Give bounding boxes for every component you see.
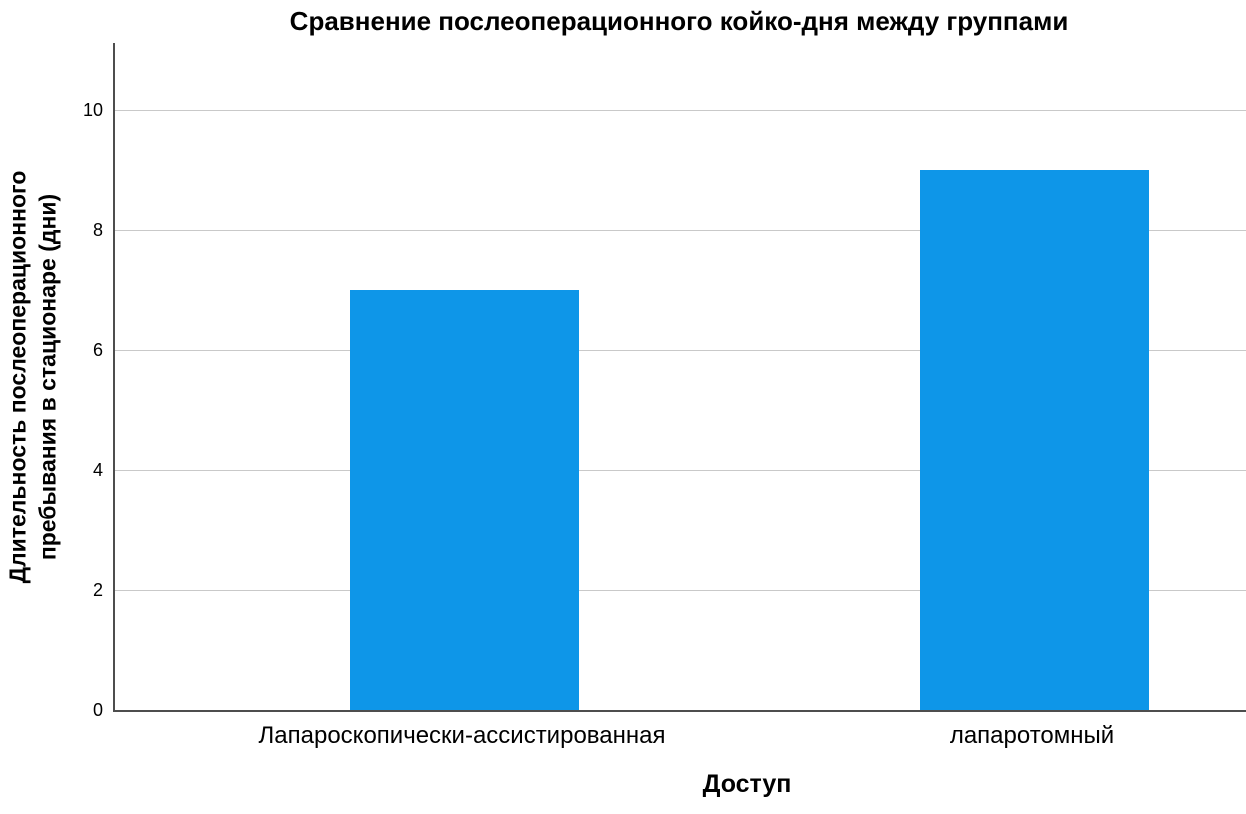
x-category-label: Лапароскопически-ассистированная — [258, 722, 666, 749]
chart-title: Сравнение послеоперационного койко-дня м… — [289, 6, 1069, 36]
x-axis-title: Доступ — [702, 770, 792, 798]
y-tick-label: 6 — [92, 340, 103, 360]
y-tick-label: 2 — [92, 580, 103, 600]
bar — [349, 290, 579, 710]
gridline-y-6 — [115, 350, 1246, 351]
y-axis-title: Длительность послеоперационного пребыван… — [4, 170, 61, 584]
y-tick-label: 10 — [82, 100, 103, 120]
plot-area — [113, 43, 1246, 712]
gridline-y-8 — [115, 230, 1246, 231]
y-tick-label: 8 — [92, 220, 103, 240]
gridline-y-2 — [115, 590, 1246, 591]
gridline-y-10 — [115, 110, 1246, 111]
x-category-label: лапаротомный — [949, 722, 1115, 749]
y-tick-label: 4 — [92, 460, 103, 480]
gridline-y-4 — [115, 470, 1246, 471]
y-tick-label: 0 — [92, 700, 103, 720]
bar — [919, 170, 1149, 710]
